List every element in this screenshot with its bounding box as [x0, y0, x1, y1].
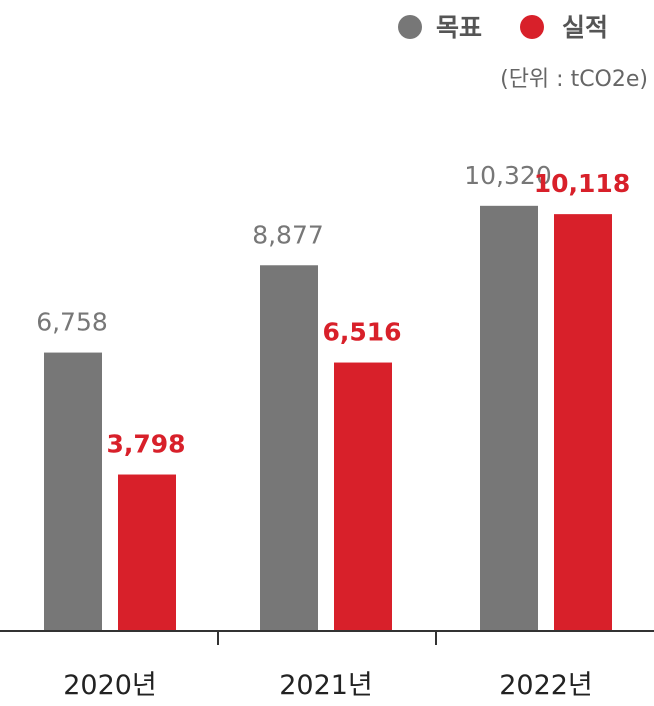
target-value-label-1: 8,877: [252, 220, 324, 249]
actual-bar-0: [118, 474, 176, 631]
target-bar-0: [44, 352, 102, 631]
x-tick-label-1: 2021년: [279, 670, 373, 701]
x-tick-label-2: 2022년: [499, 670, 593, 701]
target-bar-1: [260, 265, 318, 631]
actual-bar-1: [334, 362, 392, 631]
x-tick-label-0: 2020년: [63, 670, 157, 701]
target-value-label-0: 6,758: [36, 308, 108, 337]
target-bar-2: [480, 205, 538, 632]
actual-value-label-0: 3,798: [106, 430, 185, 459]
legend-actual-marker: [520, 15, 544, 39]
ticks-layer: 2020년 2021년 2022년: [63, 631, 593, 701]
legend-actual-label: 실적: [562, 13, 608, 42]
actual-value-label-1: 6,516: [322, 318, 401, 347]
legend-target-label: 목표: [436, 13, 482, 42]
actual-value-label-2: 10,118: [534, 169, 630, 198]
target-value-label-2: 10,320: [464, 161, 551, 190]
legend-target-marker: [398, 15, 422, 39]
actual-bar-2: [554, 214, 612, 631]
unit-label: (단위 : tCO2e): [500, 67, 648, 92]
